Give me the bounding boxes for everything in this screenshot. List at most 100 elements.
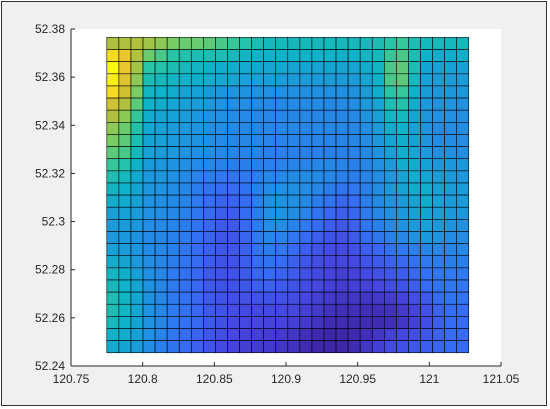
y-tick-label: 52.38: [35, 22, 65, 36]
heatmap-cell: [154, 194, 168, 208]
heatmap-cell: [311, 328, 325, 341]
heatmap-cell: [166, 122, 180, 135]
heatmap-cell: [251, 291, 264, 305]
heatmap-cell: [275, 158, 289, 172]
heatmap-cell: [323, 267, 337, 281]
heatmap-cell: [456, 231, 470, 244]
heatmap-cell: [227, 316, 240, 329]
heatmap-cell: [239, 182, 252, 196]
heatmap-cell: [408, 49, 421, 62]
heatmap-cell: [154, 279, 168, 293]
heatmap-cell: [323, 85, 337, 99]
heatmap-cell: [323, 134, 337, 147]
heatmap-cell: [275, 243, 289, 257]
heatmap-cell: [444, 219, 457, 232]
heatmap-cell: [166, 328, 180, 341]
heatmap-cell: [251, 97, 264, 111]
heatmap-cell: [263, 231, 277, 244]
heatmap-cell: [396, 340, 409, 354]
heatmap-cell: [347, 146, 361, 160]
heatmap-cell: [251, 279, 264, 293]
heatmap-cell: [396, 61, 409, 75]
heatmap-cell: [456, 340, 470, 354]
heatmap-cell: [106, 206, 120, 220]
heatmap-cell: [408, 85, 421, 99]
heatmap-cell: [215, 122, 228, 135]
heatmap-cell: [408, 146, 421, 160]
heatmap-cell: [444, 279, 457, 293]
heatmap-cell: [142, 291, 156, 305]
heatmap-cell: [251, 303, 264, 317]
heatmap-cell: [130, 182, 144, 196]
heatmap-cell: [106, 85, 120, 99]
heatmap-cell: [154, 97, 168, 111]
heatmap-cell: [215, 146, 228, 160]
heatmap-cell: [178, 146, 192, 160]
heatmap-cell: [227, 279, 240, 293]
heatmap-cell: [142, 316, 156, 329]
heatmap-cell: [456, 316, 470, 329]
heatmap-cell: [456, 303, 470, 317]
heatmap-cell: [251, 340, 264, 354]
heatmap-cell: [251, 37, 264, 50]
heatmap-cell: [287, 97, 301, 111]
heatmap-cell: [323, 49, 337, 62]
heatmap-cell: [166, 37, 180, 50]
heatmap-cell: [203, 267, 216, 281]
heatmap-cell: [287, 182, 301, 196]
heatmap-cell: [215, 255, 228, 269]
heatmap-cell: [190, 194, 204, 208]
heatmap-cell: [263, 316, 277, 329]
heatmap-cell: [203, 97, 216, 111]
heatmap-cell: [203, 61, 216, 75]
heatmap-cell: [215, 134, 228, 147]
heatmap-cell: [456, 182, 470, 196]
heatmap-cell: [311, 206, 325, 220]
heatmap-cell: [311, 291, 325, 305]
heatmap-cell: [359, 194, 373, 208]
heatmap-cell: [118, 231, 132, 244]
heatmap-cell: [178, 194, 192, 208]
heatmap-cell: [371, 279, 385, 293]
heatmap-cell: [203, 291, 216, 305]
heatmap-cell: [408, 122, 421, 135]
heatmap-cell: [154, 219, 168, 232]
heatmap-cell: [215, 85, 228, 99]
heatmap-cell: [178, 85, 192, 99]
heatmap-cell: [383, 340, 397, 354]
heatmap-cell: [154, 303, 168, 317]
heatmap-cell: [347, 340, 361, 354]
x-tick-label: 121.05: [483, 372, 520, 386]
heatmap-cell: [215, 291, 228, 305]
heatmap-cell: [299, 97, 313, 111]
heatmap-cell: [287, 231, 301, 244]
heatmap-cell: [251, 243, 264, 257]
heatmap-cell: [371, 340, 385, 354]
heatmap-cell: [420, 243, 433, 257]
heatmap-cell: [142, 340, 156, 354]
heatmap-cell: [396, 122, 409, 135]
heatmap-cell: [239, 291, 252, 305]
heatmap-cell: [239, 316, 252, 329]
heatmap-cell: [444, 170, 457, 184]
heatmap-cell: [178, 279, 192, 293]
heatmap-cell: [166, 146, 180, 160]
heatmap-cell: [347, 182, 361, 196]
heatmap-cell: [311, 49, 325, 62]
heatmap-cell: [106, 61, 120, 75]
heatmap-cell: [142, 231, 156, 244]
heatmap-cell: [444, 316, 457, 329]
heatmap-cell: [166, 267, 180, 281]
heatmap-cell: [396, 291, 409, 305]
heatmap-cell: [263, 97, 277, 111]
heatmap-cell: [371, 146, 385, 160]
heatmap-cell: [444, 243, 457, 257]
heatmap-cell: [311, 158, 325, 172]
heatmap-cell: [275, 279, 289, 293]
heatmap-cell: [420, 206, 433, 220]
heatmap-cell: [215, 267, 228, 281]
y-tick-label: 52.3: [42, 215, 66, 229]
heatmap-cell: [227, 255, 240, 269]
heatmap-cell: [311, 61, 325, 75]
heatmap-cell: [408, 170, 421, 184]
